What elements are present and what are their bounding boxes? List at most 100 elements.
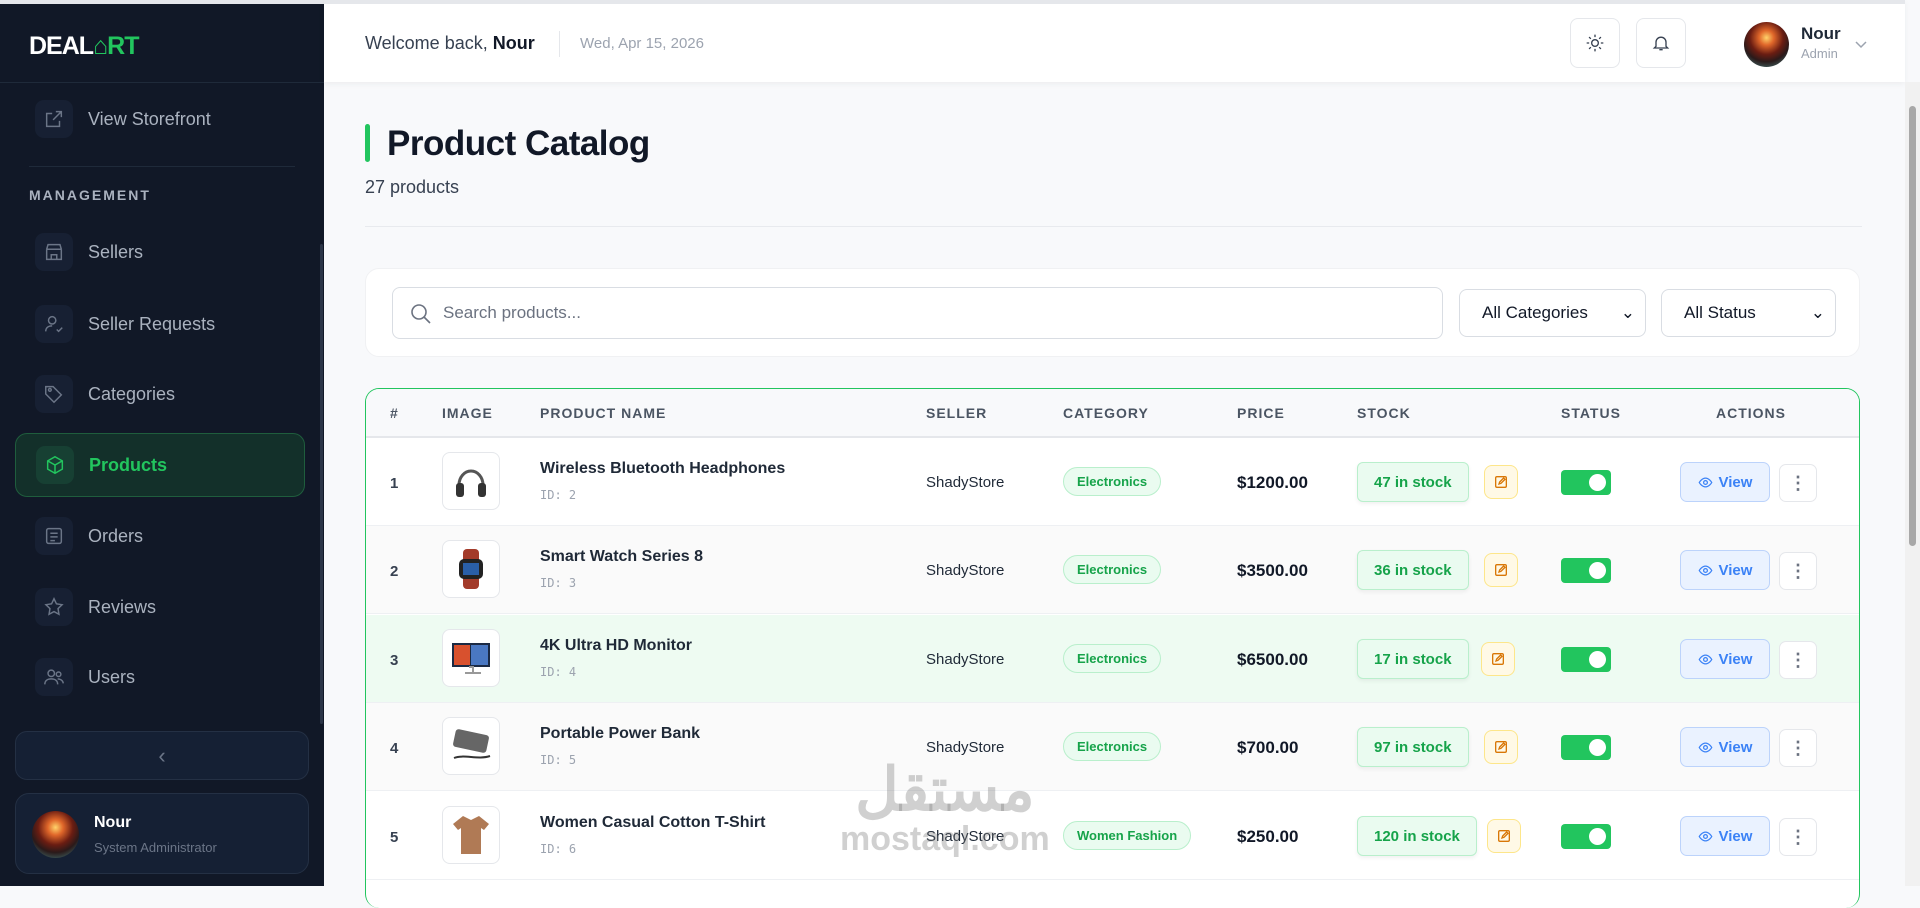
current-date: Wed, Apr 15, 2026 [580,35,704,52]
sidebar-item-orders[interactable]: Orders [15,504,305,568]
tag-icon [35,375,73,413]
bell-icon [1652,36,1670,51]
edit-stock-button[interactable] [1484,730,1518,764]
column-header: IMAGE [442,405,493,421]
status-toggle[interactable] [1561,824,1611,849]
sidebar-item-categories[interactable]: Categories [15,362,305,426]
sidebar-item-products[interactable]: Products [15,433,305,497]
more-vertical-icon: ⋮ [1789,737,1807,758]
sidebar-item-label: Seller Requests [88,313,216,334]
sidebar-item-reviews[interactable]: Reviews [15,575,305,639]
more-actions-button[interactable]: ⋮ [1779,464,1817,502]
product-price: $6500.00 [1237,650,1308,669]
product-name[interactable]: Women Casual Cotton T-Shirt [540,814,766,831]
more-vertical-icon: ⋮ [1789,826,1807,847]
external-link-icon [35,100,73,138]
seller-name: ShadyStore [926,474,1005,491]
sun-icon [1586,34,1604,52]
edit-icon [1498,830,1510,842]
sidebar-item-sellers[interactable]: Sellers [15,220,305,284]
category-badge: Electronics [1063,732,1162,761]
sidebar-item-view-storefront[interactable]: View Storefront [15,87,305,151]
status-toggle[interactable] [1561,647,1611,672]
product-price: $250.00 [1237,827,1299,846]
product-name[interactable]: 4K Ultra HD Monitor [540,637,692,654]
notifications-button[interactable] [1636,18,1686,68]
column-header: CATEGORY [1063,405,1149,421]
product-image[interactable] [442,452,500,510]
view-button[interactable]: View [1680,462,1770,502]
view-button[interactable]: View [1680,816,1770,856]
product-id: ID: 4 [540,665,577,679]
table-row: 2 Smart Watch Series 8 ID: 3 ShadyStore … [366,526,1859,614]
chevron-down-icon[interactable] [1854,40,1868,50]
product-name[interactable]: Portable Power Bank [540,725,701,742]
sidebar-item-label: Orders [88,525,144,546]
user-check-icon [35,305,73,343]
column-header: PRICE [1237,405,1285,421]
more-actions-button[interactable]: ⋮ [1779,641,1817,679]
status-select[interactable]: All Status ⌄ [1661,289,1836,337]
box-icon [36,446,74,484]
view-button[interactable]: View [1680,550,1770,590]
product-name[interactable]: Wireless Bluetooth Headphones [540,460,786,477]
seller-name: ShadyStore [926,562,1005,579]
more-vertical-icon: ⋮ [1789,649,1807,670]
category-badge: Women Fashion [1063,821,1192,850]
product-id: ID: 3 [540,576,577,590]
row-number: 3 [390,652,399,669]
column-header: SELLER [926,405,988,421]
sidebar-item-users[interactable]: Users [15,645,305,709]
view-button[interactable]: View [1680,727,1770,767]
sidebar-scrollbar[interactable] [320,244,323,724]
status-toggle[interactable] [1561,558,1611,583]
sidebar-item-seller-requests[interactable]: Seller Requests [15,292,305,356]
search-input[interactable]: Search products... [392,287,1443,339]
view-button[interactable]: View [1680,639,1770,679]
eye-icon [1698,741,1713,753]
product-name[interactable]: Smart Watch Series 8 [540,548,704,565]
more-actions-button[interactable]: ⋮ [1779,729,1817,767]
header-avatar[interactable] [1744,22,1789,67]
edit-icon [1495,564,1507,576]
edit-stock-button[interactable] [1481,642,1515,676]
sidebar-item-label: Products [89,454,168,475]
product-image[interactable] [442,717,500,775]
more-actions-button[interactable]: ⋮ [1779,818,1817,856]
category-select[interactable]: All Categories ⌄ [1459,289,1646,337]
table-row: 4 Portable Power Bank ID: 5 ShadyStore E… [366,703,1859,791]
header-user-name[interactable]: Nour [1801,24,1841,43]
sidebar-user-card[interactable]: Nour System Administrator [15,793,309,874]
product-id: ID: 2 [540,488,577,502]
page-scrollbar[interactable] [1905,82,1920,886]
status-toggle[interactable] [1561,735,1611,760]
edit-stock-button[interactable] [1484,465,1518,499]
edit-stock-button[interactable] [1487,819,1521,853]
store-icon [35,233,73,271]
edit-stock-button[interactable] [1484,553,1518,587]
theme-toggle-button[interactable] [1570,18,1620,68]
product-price: $3500.00 [1237,561,1308,580]
product-image[interactable] [442,540,500,598]
collapse-sidebar-button[interactable]: ‹ [15,731,309,780]
divider [0,82,324,83]
row-number: 4 [390,740,399,757]
column-header: # [390,405,399,421]
column-header: STATUS [1561,405,1621,421]
sidebar-item-label: Categories [88,383,176,404]
product-image[interactable] [442,806,500,864]
scrollbar-thumb[interactable] [1909,106,1916,546]
welcome-text: Welcome back, Nour [365,33,535,53]
divider [29,166,295,167]
status-toggle[interactable] [1561,470,1611,495]
more-vertical-icon: ⋮ [1789,472,1807,493]
logo[interactable]: DEAL⌂RT [29,32,140,60]
product-image[interactable] [442,629,500,687]
eye-icon [1698,830,1713,842]
category-badge: Electronics [1063,644,1162,673]
row-number: 5 [390,829,399,846]
product-id: ID: 5 [540,753,577,767]
edit-icon [1492,653,1504,665]
table-header: # IMAGE PRODUCT NAME SELLER CATEGORY PRICE STO… [366,389,1859,438]
more-actions-button[interactable]: ⋮ [1779,552,1817,590]
